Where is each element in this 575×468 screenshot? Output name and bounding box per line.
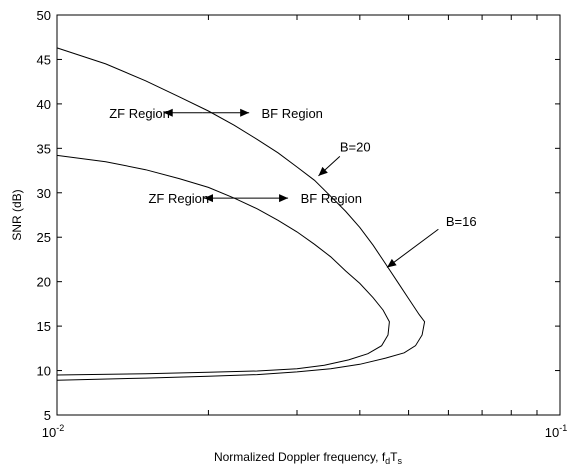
annotation-layer: ZF Region BF Region B=20 ZF Region BF Region… xyxy=(109,106,476,229)
arrowhead xyxy=(240,108,250,117)
y-tick-label: 20 xyxy=(37,275,51,290)
series-line-2 xyxy=(56,154,390,376)
arrowhead xyxy=(279,194,289,203)
annotation-label: B=20 xyxy=(340,140,371,155)
y-tick-label: 15 xyxy=(37,319,51,334)
y-tick-label: 40 xyxy=(37,97,51,112)
annotation-label: BF Region xyxy=(261,106,322,121)
arrowhead xyxy=(204,194,214,203)
annotation-arrow xyxy=(318,155,341,177)
annotation-arrow xyxy=(202,108,250,117)
annotation-arrow xyxy=(163,108,203,117)
y-tick-label: 5 xyxy=(44,408,51,423)
arrowhead xyxy=(387,258,397,268)
y-tick-label: 10 xyxy=(37,364,51,379)
annotation-label: B=16 xyxy=(446,214,477,229)
x-axis-label: Normalized Doppler frequency, fdTs xyxy=(214,450,403,466)
y-tick-label: 35 xyxy=(37,141,51,156)
y-tick-label: 30 xyxy=(37,186,51,201)
arrowhead xyxy=(163,108,173,117)
annotation-arrow xyxy=(204,194,246,203)
y-tick-label: 50 xyxy=(37,8,51,23)
annotation-arrow xyxy=(245,194,289,203)
annotation-arrow xyxy=(386,228,439,268)
annotation-label: ZF Region xyxy=(148,191,209,206)
y-tick-label: 25 xyxy=(37,230,51,245)
annotation-label: ZF Region xyxy=(109,106,170,121)
series-layer xyxy=(56,47,426,381)
x-tick-label: 10-1 xyxy=(545,423,567,440)
plot-area xyxy=(57,15,560,415)
plot-frame xyxy=(56,14,561,416)
arrow-layer xyxy=(163,108,439,268)
arrowhead xyxy=(318,166,328,176)
y-tick-label: 45 xyxy=(37,52,51,67)
y-axis-label: SNR (dB) xyxy=(10,189,24,240)
annotation-label: BF Region xyxy=(301,191,362,206)
tick-layer: 5 10 15 20 25 30 35 40 45 50 10-2 10-1 xyxy=(37,8,568,440)
x-tick-label: 10-2 xyxy=(42,423,64,440)
series-line-1 xyxy=(56,47,426,381)
